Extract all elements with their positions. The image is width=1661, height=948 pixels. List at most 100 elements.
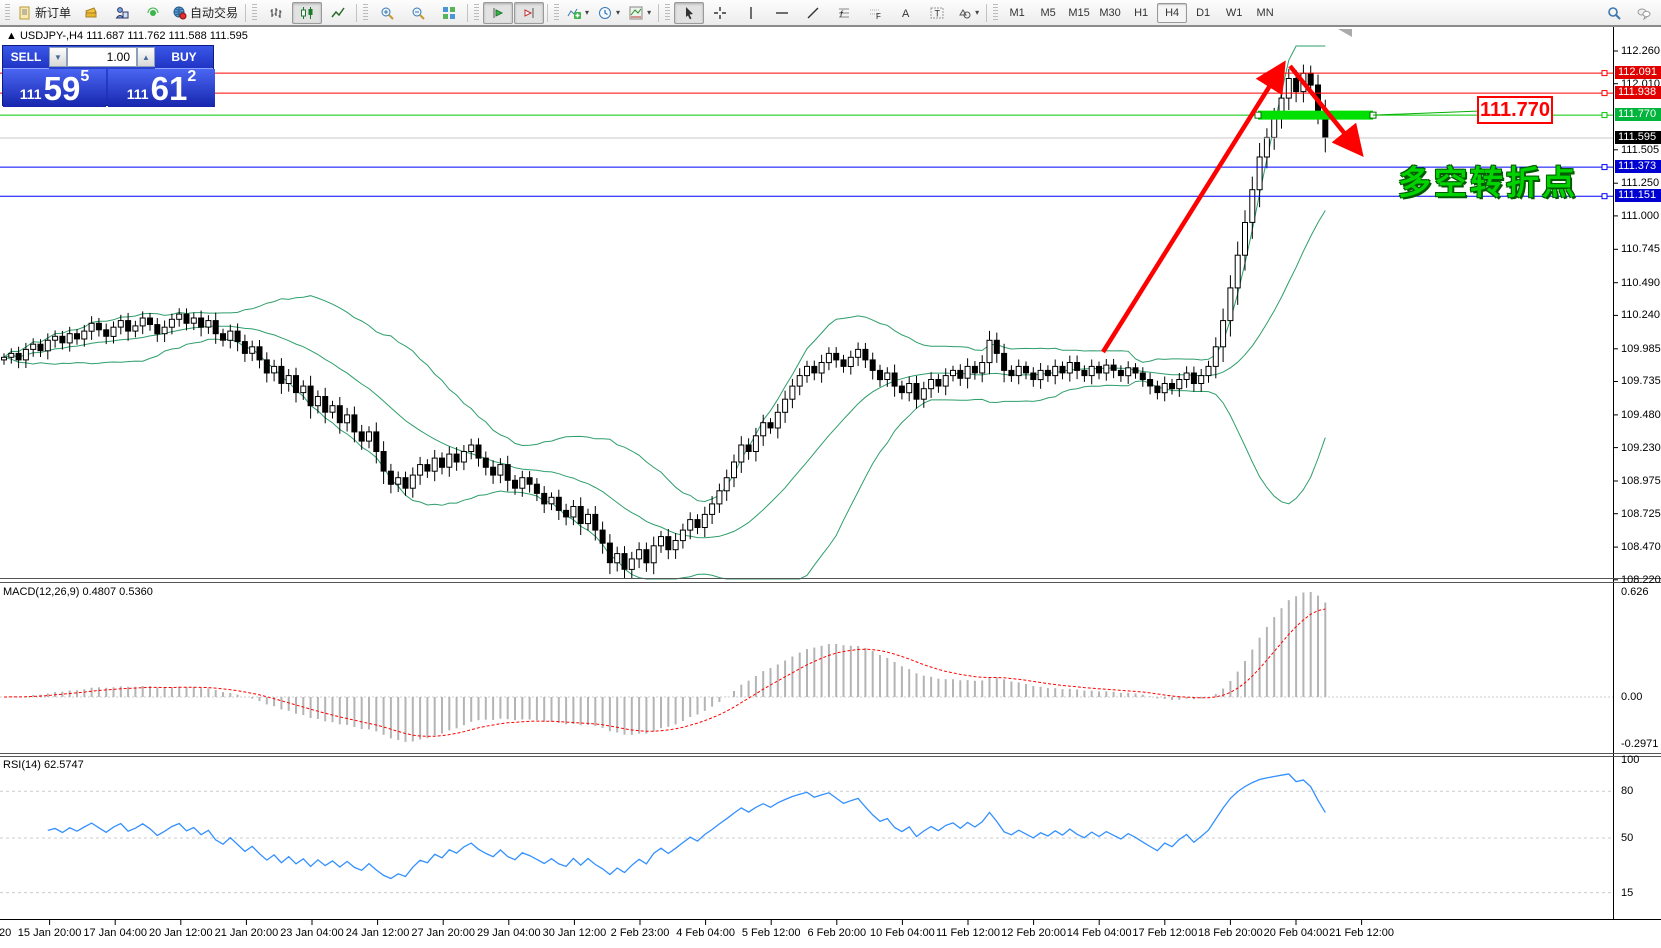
- wallet-icon-button[interactable]: [76, 2, 106, 24]
- up-trend-arrow[interactable]: [1101, 60, 1286, 354]
- line-handle[interactable]: [1601, 193, 1608, 200]
- timeframe-button-m1[interactable]: M1: [1009, 6, 1025, 19]
- text-label-button[interactable]: T: [922, 2, 952, 24]
- candle-body: [300, 385, 307, 394]
- wallet-icon: [85, 6, 97, 17]
- new-order-button-label: 新订单: [35, 6, 72, 20]
- line-handle[interactable]: [1601, 164, 1608, 171]
- buy-button[interactable]: BUY: [155, 46, 213, 69]
- line-handle[interactable]: [1601, 90, 1608, 97]
- vertical-line-button[interactable]: [736, 2, 766, 24]
- zoom-out-button[interactable]: [403, 2, 433, 24]
- timeframe-button-w1[interactable]: W1: [1225, 6, 1243, 19]
- bar-chart-button[interactable]: [261, 2, 291, 24]
- pivot-annotation-text[interactable]: 多空转折点: [1398, 164, 1578, 201]
- candle-body: [125, 320, 132, 332]
- candle-body: [1212, 346, 1219, 367]
- bars-icon: [270, 7, 282, 18]
- candle-body: [176, 313, 183, 320]
- timeframe-button-m15[interactable]: M15: [1068, 6, 1090, 19]
- candle-body: [110, 326, 117, 337]
- cursor-button[interactable]: [674, 1, 705, 24]
- periods-button[interactable]: ▾: [594, 2, 624, 24]
- text-button[interactable]: A: [891, 2, 921, 24]
- candle-body: [745, 444, 752, 452]
- indicators-button[interactable]: ▾: [563, 2, 593, 24]
- channel-button[interactable]: F: [860, 2, 890, 24]
- chat-button[interactable]: [1629, 2, 1659, 24]
- timeframe-button-m5[interactable]: M5: [1040, 6, 1056, 19]
- candle-body: [1037, 369, 1044, 381]
- zoom-in-button[interactable]: [372, 2, 402, 24]
- toolbar-grip: [363, 3, 369, 22]
- zoomin-icon: [381, 7, 394, 20]
- horizontal-line-button[interactable]: [767, 2, 797, 24]
- volume-input[interactable]: 1.00: [67, 47, 137, 67]
- rsi-axis-label: 80: [1621, 785, 1634, 798]
- auto-trading-button[interactable]: 自动交易: [169, 2, 242, 24]
- market-watch-button[interactable]: [107, 2, 137, 24]
- sell-price-display[interactable]: 111 59 5: [3, 68, 106, 107]
- candle-body: [66, 333, 73, 344]
- tile-windows-button[interactable]: [434, 2, 464, 24]
- fibonacci-button[interactable]: f: [829, 2, 859, 24]
- candle-body: [1074, 362, 1081, 371]
- toolbar-grip: [5, 3, 10, 22]
- line-chart-button[interactable]: [323, 2, 353, 24]
- candle-body: [621, 553, 628, 570]
- candle-body: [322, 396, 329, 413]
- auto-scroll-button[interactable]: [483, 1, 514, 24]
- timeframe-button-h4[interactable]: H4: [1157, 2, 1188, 23]
- trendline-handle[interactable]: [1254, 111, 1262, 119]
- sell-price-sup: 5: [80, 68, 90, 85]
- toolbar-separator: [986, 3, 988, 22]
- candle-body: [81, 330, 88, 340]
- timeframe-button-h1[interactable]: H1: [1134, 6, 1149, 19]
- new-order-button[interactable]: 新订单: [14, 2, 75, 24]
- crosshair-button[interactable]: [705, 2, 735, 24]
- candle-body: [1242, 222, 1248, 256]
- timeframe-button-d1[interactable]: D1: [1196, 6, 1211, 19]
- buy-price-display[interactable]: 111 61 2: [108, 68, 215, 107]
- line-handle[interactable]: [1601, 112, 1608, 119]
- window-collapse-icon[interactable]: ▲: [6, 30, 17, 42]
- candle-body: [431, 457, 438, 472]
- sell-button[interactable]: SELL: [3, 46, 49, 69]
- volume-decrease-button[interactable]: ▼: [49, 47, 67, 67]
- line-handle[interactable]: [1601, 70, 1608, 77]
- price-tick-label: 109.985: [1621, 342, 1661, 355]
- candle-body: [979, 362, 986, 374]
- toolbar-grip: [993, 3, 999, 22]
- candlestick-button[interactable]: [292, 1, 323, 24]
- timeframe-button-m30[interactable]: M30: [1099, 6, 1121, 19]
- candle-body: [599, 529, 606, 544]
- price-callout-box[interactable]: 111.770: [1477, 96, 1553, 124]
- trendline-button[interactable]: [798, 2, 828, 24]
- main-toolbar: 新订单 自动交易 ▾ ▾ ▾ f F A T ▾ M1 M5 M15 M30 H1 H4 D1 W1 MN: [0, 0, 1661, 26]
- signal-button[interactable]: [138, 2, 168, 24]
- candle-body: [103, 329, 110, 337]
- chart-shift-button[interactable]: [514, 1, 545, 24]
- volume-increase-button[interactable]: ▲: [137, 47, 155, 67]
- candle-body: [44, 339, 51, 352]
- gridf-icon: F: [870, 9, 881, 20]
- candle-body: [1227, 287, 1234, 322]
- time-axis-label: 24 Jan 12:00: [345, 927, 410, 939]
- candle-body: [351, 414, 358, 433]
- candle-body: [249, 346, 256, 354]
- candle-body: [1169, 383, 1175, 390]
- templates-button[interactable]: ▾: [625, 2, 655, 24]
- candle-body: [1117, 369, 1124, 377]
- search-button[interactable]: [1599, 2, 1629, 24]
- down-trend-arrow[interactable]: [1288, 64, 1364, 157]
- shapes-button[interactable]: ▾: [953, 2, 983, 24]
- textA-icon: A: [902, 8, 910, 20]
- candle-body: [402, 477, 409, 489]
- candle-body: [606, 542, 613, 564]
- candle-body: [1110, 364, 1117, 371]
- time-axis-label: 4 Feb 04:00: [676, 927, 735, 939]
- candle-body: [278, 365, 285, 384]
- time-axis-label: 29 Jan 04:00: [476, 927, 541, 939]
- timeframe-button-mn[interactable]: MN: [1256, 6, 1274, 19]
